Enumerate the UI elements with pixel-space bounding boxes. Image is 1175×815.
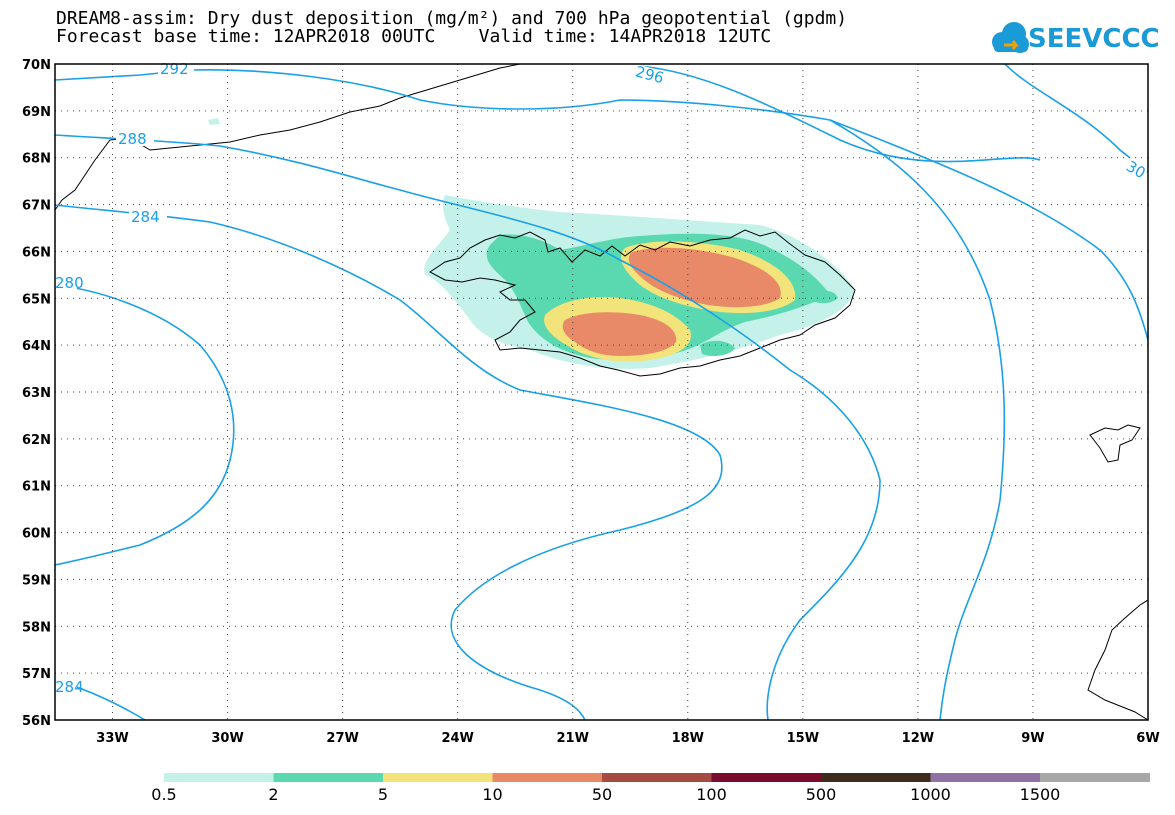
lat-label: 69N	[22, 105, 51, 120]
lat-label: 56N	[22, 714, 51, 729]
contour-label-292: 292	[160, 60, 189, 78]
legend-swatch	[164, 773, 274, 782]
legend-swatch	[711, 773, 822, 782]
contour-label-284-sw: 284	[55, 678, 84, 696]
coastline-iceland	[429, 229, 856, 377]
legend-colorbar	[164, 773, 1150, 782]
geopotential-contours	[55, 64, 1148, 720]
lat-label: 67N	[22, 199, 51, 214]
lon-label: 27W	[326, 731, 358, 746]
contour-label-296: 296	[633, 62, 665, 87]
contour-280	[55, 284, 235, 566]
legend-label: 50	[591, 785, 613, 804]
lat-label: 70N	[22, 58, 51, 73]
dust-area-2b	[700, 340, 735, 356]
lat-label: 64N	[22, 339, 51, 354]
legend-label: 1000	[910, 785, 951, 804]
lat-label: 65N	[22, 292, 51, 307]
lat-label: 66N	[22, 245, 51, 260]
coastline-faroe	[1089, 424, 1141, 463]
contour-284	[55, 204, 723, 720]
lat-label: 57N	[22, 667, 51, 682]
lon-label: 9W	[1021, 731, 1044, 746]
lat-label: 60N	[22, 527, 51, 542]
dust-area-10b	[562, 312, 677, 356]
graticule	[55, 64, 1148, 720]
legend-label: 100	[696, 785, 727, 804]
legend-swatch	[492, 773, 603, 782]
contour-288	[55, 134, 881, 720]
lat-label: 68N	[22, 152, 51, 167]
lon-label: 18W	[672, 731, 704, 746]
dust-area-10a	[628, 247, 781, 308]
lat-label: 62N	[22, 433, 51, 448]
lon-label: 33W	[96, 731, 128, 746]
legend-swatch	[930, 773, 1041, 782]
longitude-labels: 33W 30W 27W 24W 21W 18W 15W 12W 9W 6W	[96, 731, 1159, 746]
legend-swatch	[602, 773, 712, 782]
lon-label: 12W	[902, 731, 934, 746]
dust-speck	[208, 118, 220, 125]
lon-label: 6W	[1136, 731, 1159, 746]
coastline-greenland	[55, 64, 521, 211]
legend-swatch	[1040, 773, 1150, 782]
contour-296b	[829, 119, 1006, 720]
contour-292	[55, 68, 1148, 341]
contour-labels: 292 296 288 284 280 284 30	[55, 60, 1150, 696]
lon-label: 24W	[441, 731, 473, 746]
legend-label: 10	[482, 785, 503, 804]
contour-label-280: 280	[55, 274, 84, 292]
coastline-scotland	[1087, 599, 1148, 720]
map-title: DREAM8-assim: Dry dust deposition (mg/m²…	[56, 8, 848, 29]
lat-label: 61N	[22, 480, 51, 495]
legend-swatch	[273, 773, 384, 782]
legend-label: 2	[268, 785, 279, 804]
map-frame	[54, 63, 1149, 721]
lat-label: 63N	[22, 386, 51, 401]
lon-label: 15W	[787, 731, 819, 746]
lon-label: 30W	[211, 731, 243, 746]
cloud-icon	[992, 22, 1029, 53]
lat-label: 58N	[22, 620, 51, 635]
contour-label-300: 30	[1123, 157, 1149, 182]
contour-label-284: 284	[131, 208, 160, 226]
legend-swatch	[383, 773, 493, 782]
coastlines	[55, 64, 1148, 720]
legend-label: 5	[377, 785, 389, 804]
legend-label: 1500	[1019, 785, 1061, 804]
contour-300	[1004, 64, 1148, 173]
dust-area-2c	[812, 290, 838, 304]
contour-label-288: 288	[118, 130, 147, 148]
contour-296	[639, 65, 1041, 163]
latitude-labels: 70N 69N 68N 67N 66N 65N 64N 63N 62N 61N 60N 59N 58N 5…	[22, 58, 51, 729]
legend-label: 500	[805, 785, 837, 804]
legend-label: 0.5	[151, 785, 177, 804]
map-subtitle: Forecast base time: 12APR2018 00UTC Vali…	[56, 26, 772, 47]
lat-label: 59N	[22, 573, 51, 588]
dust-deposition-field	[208, 118, 855, 369]
logo-text: SEEVCCC	[1028, 24, 1160, 54]
legend-swatch	[821, 773, 931, 782]
lon-label: 21W	[557, 731, 589, 746]
